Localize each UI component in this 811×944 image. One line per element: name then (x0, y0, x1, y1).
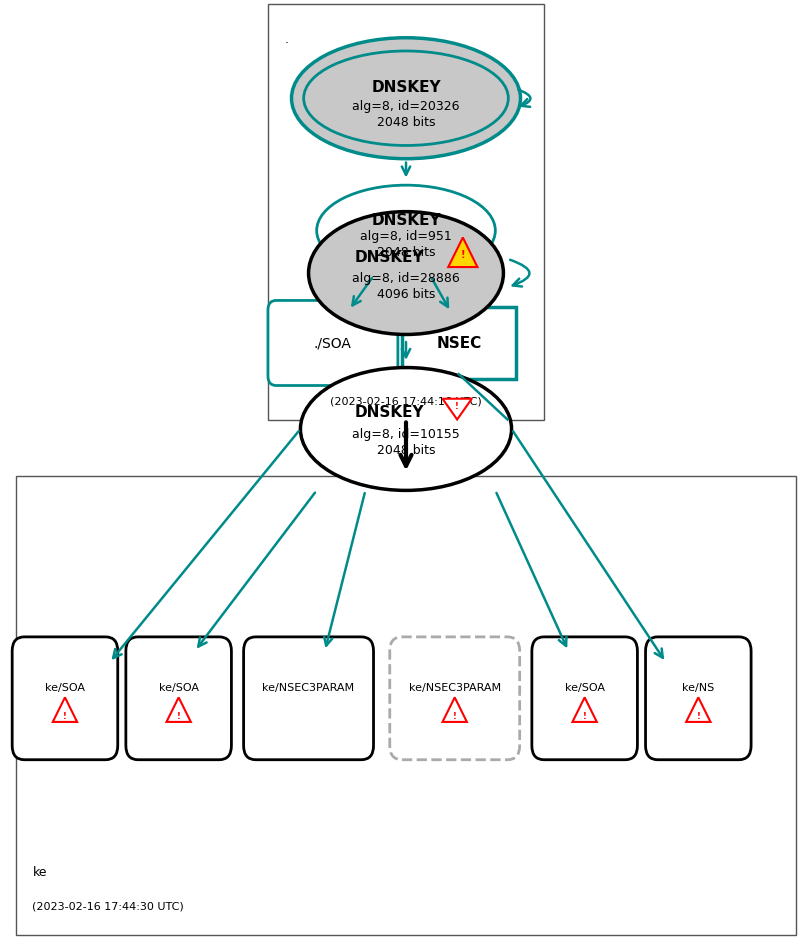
Text: !: ! (453, 711, 456, 720)
Text: DNSKEY: DNSKEY (371, 212, 440, 228)
Polygon shape (442, 698, 466, 722)
Text: NSEC: NSEC (436, 336, 481, 351)
Ellipse shape (316, 186, 495, 277)
Text: ke/SOA: ke/SOA (564, 683, 604, 692)
FancyBboxPatch shape (12, 637, 118, 760)
FancyBboxPatch shape (645, 637, 750, 760)
Text: DNSKEY: DNSKEY (354, 249, 424, 264)
Ellipse shape (291, 39, 520, 160)
FancyBboxPatch shape (16, 477, 795, 935)
FancyBboxPatch shape (268, 301, 397, 386)
Text: !: ! (460, 250, 465, 260)
Polygon shape (166, 698, 191, 722)
Text: .: . (284, 33, 288, 46)
Text: (2023-02-16 17:44:30 UTC): (2023-02-16 17:44:30 UTC) (32, 901, 184, 911)
Ellipse shape (308, 212, 503, 335)
Text: ke/NSEC3PARAM: ke/NSEC3PARAM (408, 683, 500, 692)
Text: ke/SOA: ke/SOA (45, 683, 85, 692)
FancyArrowPatch shape (509, 261, 529, 287)
Text: alg=8, id=28886: alg=8, id=28886 (352, 272, 459, 285)
Text: !: ! (455, 401, 458, 411)
Text: 2048 bits: 2048 bits (376, 116, 435, 129)
Text: 2048 bits: 2048 bits (376, 444, 435, 457)
Polygon shape (442, 399, 471, 420)
Polygon shape (53, 698, 77, 722)
Text: ke/NSEC3PARAM: ke/NSEC3PARAM (262, 683, 354, 692)
Text: !: ! (696, 711, 699, 720)
Text: ke/SOA: ke/SOA (158, 683, 199, 692)
Polygon shape (685, 698, 710, 722)
Text: alg=8, id=951: alg=8, id=951 (360, 229, 451, 243)
FancyBboxPatch shape (389, 637, 519, 760)
Polygon shape (572, 698, 596, 722)
Text: ./SOA: ./SOA (314, 337, 351, 350)
FancyBboxPatch shape (126, 637, 231, 760)
Ellipse shape (300, 368, 511, 491)
FancyBboxPatch shape (268, 5, 543, 420)
FancyArrowPatch shape (517, 91, 530, 108)
Text: !: ! (582, 711, 586, 720)
Text: ke/NS: ke/NS (681, 683, 714, 692)
Polygon shape (448, 238, 477, 268)
Text: !: ! (63, 711, 67, 720)
Text: alg=8, id=10155: alg=8, id=10155 (352, 428, 459, 441)
FancyBboxPatch shape (401, 308, 515, 379)
Text: DNSKEY: DNSKEY (371, 80, 440, 95)
Text: alg=8, id=20326: alg=8, id=20326 (352, 100, 459, 113)
Text: 2048 bits: 2048 bits (376, 245, 435, 259)
Text: ke: ke (32, 865, 47, 878)
Text: DNSKEY: DNSKEY (354, 405, 424, 420)
Ellipse shape (303, 52, 508, 146)
FancyBboxPatch shape (531, 637, 637, 760)
Text: (2023-02-16 17:44:16 UTC): (2023-02-16 17:44:16 UTC) (330, 396, 481, 406)
Text: !: ! (177, 711, 180, 720)
Text: 4096 bits: 4096 bits (376, 288, 435, 301)
FancyBboxPatch shape (243, 637, 373, 760)
